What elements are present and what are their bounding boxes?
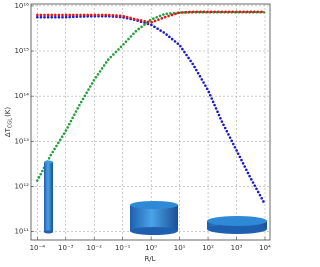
x-tick-label: 10³ xyxy=(231,244,243,252)
y-axis-label: ΔTCGL(K) xyxy=(4,107,13,138)
cylinder-base xyxy=(207,224,267,234)
x-tick-label: 10¹ xyxy=(174,244,186,252)
x-tick-label: 10⁻³ xyxy=(58,244,74,252)
x-tick-label: 10⁻¹ xyxy=(115,244,131,252)
y-label-main: ΔT xyxy=(4,127,12,137)
x-tick-label: 10⁻² xyxy=(87,244,103,252)
series-line xyxy=(36,10,267,24)
cylinders xyxy=(44,160,267,235)
series-line xyxy=(36,14,267,206)
tall-cylinder xyxy=(44,162,53,232)
y-tick-label: 10¹² xyxy=(14,182,29,190)
x-tick-label: 10⁻⁴ xyxy=(30,244,46,252)
cylinder-base xyxy=(130,227,178,235)
cylinder-top xyxy=(44,160,53,164)
x-tick-label: 10⁴ xyxy=(259,244,271,252)
y-tick-label: 10¹¹ xyxy=(14,228,29,236)
series-line xyxy=(36,11,267,182)
plot-area: 10⁻⁴ 10⁻³ 10⁻² 10⁻¹ 10⁰ 10¹ 10² 10³ 10⁴ 10¹¹ 10¹² 1… xyxy=(14,2,271,252)
cylinder-top xyxy=(207,216,267,226)
y-label-unit: (K) xyxy=(4,107,12,117)
x-tick-label: 10⁰ xyxy=(145,244,157,252)
medium-cylinder xyxy=(130,205,178,231)
cylinder-base xyxy=(44,230,53,234)
x-tick-label: 10² xyxy=(202,244,214,252)
cylinder-top xyxy=(130,201,178,209)
plot-frame xyxy=(30,3,271,241)
y-tick-label: 10¹⁶ xyxy=(14,2,29,10)
y-label-sub: CGL xyxy=(7,118,13,128)
chart: 10⁻⁴ 10⁻³ 10⁻² 10⁻¹ 10⁰ 10¹ 10² 10³ 10⁴ 10¹¹ 10¹² 1… xyxy=(4,2,271,263)
y-tick-label: 10¹³ xyxy=(14,137,29,145)
y-tick-label: 10¹⁴ xyxy=(14,92,29,100)
x-axis-label: R/L xyxy=(144,255,155,263)
y-tick-label: 10¹⁵ xyxy=(14,47,29,55)
